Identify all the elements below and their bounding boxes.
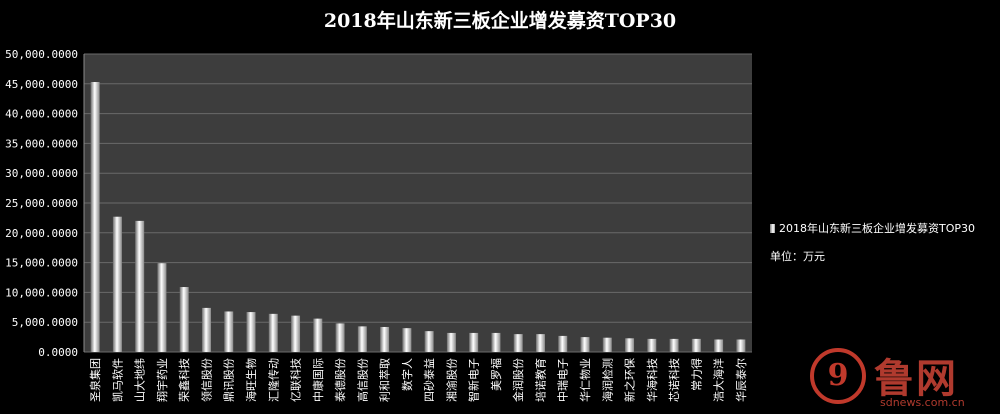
y-tick-label: 35,000.0000 bbox=[5, 137, 78, 150]
watermark-logo-icon: 9 bbox=[810, 348, 866, 404]
y-tick-label: 50,000.0000 bbox=[5, 48, 78, 61]
x-tick-label: 浩大海洋 bbox=[712, 358, 726, 402]
bar bbox=[469, 332, 479, 352]
x-tick-label: 华海科技 bbox=[645, 358, 659, 402]
bar bbox=[669, 338, 679, 352]
x-tick-label: 美罗福 bbox=[489, 358, 503, 391]
bar bbox=[513, 334, 523, 352]
watermark-url: sdnews.com.cn bbox=[880, 396, 965, 409]
bar bbox=[446, 332, 456, 352]
bar bbox=[157, 263, 167, 352]
x-tick-label: 海润检测 bbox=[600, 358, 614, 402]
y-tick-label: 15,000.0000 bbox=[5, 257, 78, 270]
x-tick-label: 数字人 bbox=[400, 358, 414, 391]
x-tick-label: 翔宇药业 bbox=[155, 358, 169, 402]
y-tick-label: 40,000.0000 bbox=[5, 108, 78, 121]
x-tick-label: 鼎讯股份 bbox=[223, 358, 236, 402]
x-tick-label: 圣泉集团 bbox=[88, 358, 102, 402]
x-tick-label: 华仁物业 bbox=[578, 358, 592, 402]
chart-title: 2018年山东新三板企业增发募资TOP30 bbox=[323, 10, 677, 32]
bar bbox=[491, 332, 501, 352]
x-tick-label: 中瑞电子 bbox=[556, 358, 570, 402]
x-tick-label: 亿联科技 bbox=[289, 358, 303, 402]
bar bbox=[402, 328, 412, 352]
bar bbox=[313, 318, 323, 352]
legend-unit: 单位：万元 bbox=[770, 250, 825, 263]
bar bbox=[90, 82, 100, 353]
x-tick-label: 金润股份 bbox=[511, 358, 525, 402]
bar bbox=[268, 313, 278, 352]
x-tick-label: 利和萃取 bbox=[379, 358, 392, 402]
x-tick-label: 凯马软件 bbox=[110, 358, 124, 402]
bar bbox=[380, 326, 390, 352]
watermark: 9 鲁网 sdnews.com.cn bbox=[810, 346, 995, 412]
x-tick-label: 湘渝股份 bbox=[444, 358, 458, 402]
x-tick-label: 常力得 bbox=[690, 358, 703, 391]
y-tick-label: 20,000.0000 bbox=[5, 227, 78, 240]
bar bbox=[736, 339, 746, 352]
bar bbox=[714, 339, 724, 352]
bar bbox=[112, 216, 122, 352]
bar bbox=[291, 315, 301, 352]
bar bbox=[580, 337, 590, 352]
y-tick-label: 30,000.0000 bbox=[5, 167, 78, 180]
bar bbox=[246, 312, 256, 352]
y-tick-label: 5,000.0000 bbox=[12, 316, 78, 329]
x-tick-label: 海旺生物 bbox=[244, 358, 258, 402]
bar bbox=[135, 220, 145, 352]
x-tick-label: 领信股份 bbox=[200, 358, 213, 402]
x-tick-label: 汇隆传动 bbox=[266, 358, 280, 402]
legend-series-label: 2018年山东新三板企业增发募资TOP30 bbox=[779, 222, 976, 235]
x-tick-label: 荣鑫科技 bbox=[177, 358, 191, 402]
legend: 2018年山东新三板企业增发募资TOP30 单位：万元 bbox=[770, 220, 975, 276]
bar bbox=[424, 331, 434, 352]
x-tick-label: 新之环保 bbox=[623, 358, 637, 402]
bar bbox=[224, 311, 234, 352]
y-tick-label: 0.0000 bbox=[38, 346, 78, 359]
bar bbox=[357, 326, 367, 352]
y-tick-label: 25,000.0000 bbox=[5, 197, 78, 210]
x-tick-label: 芯诺科技 bbox=[667, 358, 681, 402]
legend-swatch bbox=[770, 223, 775, 233]
x-tick-label: 华辰泰尔 bbox=[734, 358, 748, 402]
bar bbox=[558, 335, 568, 352]
bar bbox=[647, 338, 657, 352]
bar bbox=[179, 287, 189, 352]
bar bbox=[335, 323, 345, 352]
bar bbox=[535, 334, 545, 352]
watermark-brand: 鲁网 bbox=[874, 356, 958, 402]
y-tick-label: 45,000.0000 bbox=[5, 78, 78, 91]
x-tick-label: 中康国际 bbox=[311, 358, 325, 402]
x-tick-label: 泰德股份 bbox=[333, 358, 347, 402]
x-tick-label: 高信股份 bbox=[355, 358, 369, 402]
bar bbox=[625, 338, 635, 352]
bar bbox=[602, 337, 612, 352]
x-tick-label: 培诺教育 bbox=[533, 358, 547, 402]
x-tick-label: 山大地纬 bbox=[133, 358, 147, 402]
y-tick-label: 10,000.0000 bbox=[5, 286, 78, 299]
watermark-logo-glyph: 9 bbox=[827, 358, 849, 393]
x-tick-label: 智新电子 bbox=[467, 358, 481, 402]
bar bbox=[691, 338, 701, 352]
x-tick-label: 四砂泰益 bbox=[422, 358, 436, 402]
bar bbox=[201, 307, 211, 352]
